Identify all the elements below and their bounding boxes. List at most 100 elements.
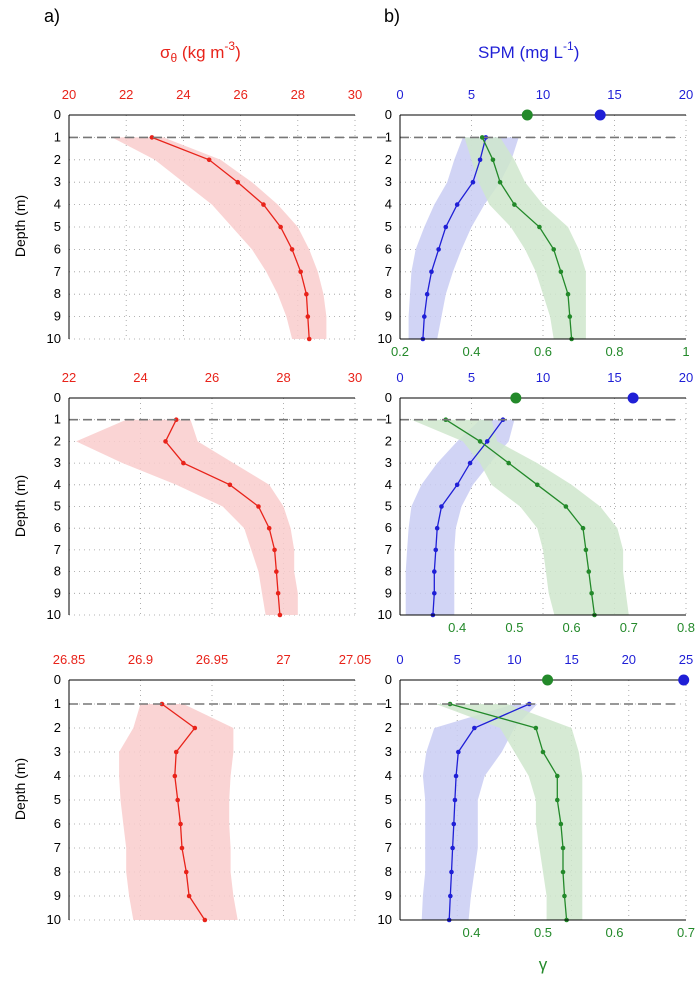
x2-tick-label: 0.4 (462, 925, 480, 940)
uncertainty-band (435, 704, 583, 920)
data-point (272, 547, 277, 553)
uncertainty-band (464, 137, 586, 339)
data-point (472, 725, 477, 731)
y-tick-label: 0 (385, 107, 392, 122)
data-point (567, 314, 573, 319)
series-line (481, 137, 573, 340)
data-point (551, 247, 557, 252)
data-point (202, 917, 208, 923)
data-point (533, 725, 539, 731)
data-point (306, 336, 312, 342)
x-tick-label: 20 (622, 652, 636, 667)
x-tick-label: 28 (276, 370, 290, 385)
uncertainty-band (111, 137, 327, 339)
data-point (470, 179, 476, 185)
data-point (181, 460, 186, 466)
data-point (565, 291, 571, 297)
y-tick-label: 10 (47, 607, 61, 622)
spm-header-end: ) (574, 43, 580, 62)
x2-tick-label: 0.6 (534, 344, 552, 359)
sigma-header: σθ (kg m-3) (160, 39, 241, 65)
data-point (580, 525, 586, 531)
y-tick-label: 9 (385, 309, 392, 324)
data-point (453, 773, 459, 779)
surface-marker (521, 109, 533, 121)
y-tick-label: 1 (54, 696, 61, 711)
surface-marker (678, 674, 690, 686)
y-tick-label: 7 (54, 264, 61, 279)
ylabel-row3: Depth (m) (12, 758, 28, 820)
y-tick-label: 2 (385, 433, 392, 448)
x-tick-label: 20 (62, 87, 76, 102)
x2-tick-label: 0.2 (391, 344, 409, 359)
y-tick-label: 2 (54, 433, 61, 448)
y-tick-label: 5 (54, 792, 61, 807)
x-tick-label: 15 (607, 370, 621, 385)
data-point (479, 135, 485, 140)
data-point (422, 314, 427, 319)
data-point (256, 504, 261, 509)
y-tick-label: 2 (54, 152, 61, 167)
uncertainty-band (411, 419, 629, 615)
data-point (274, 569, 279, 574)
x-tick-label: 22 (119, 87, 133, 102)
y-tick-label: 5 (385, 499, 392, 514)
gamma-xlabel: γ (539, 955, 548, 974)
x2-tick-label: 0.4 (448, 620, 466, 635)
data-point (179, 845, 185, 851)
surface-marker (594, 109, 606, 121)
y-tick-label: 10 (47, 912, 61, 927)
uncertainty-band (421, 704, 538, 920)
y-tick-label: 2 (54, 720, 61, 735)
sigma-header-sup: -3 (224, 39, 235, 53)
x-tick-label: 0 (396, 87, 403, 102)
sigma-header-rest: (kg m (177, 43, 224, 62)
sigma-header-end: ) (235, 43, 241, 62)
x2-tick-label: 0.5 (534, 925, 552, 940)
y-tick-label: 2 (385, 720, 392, 735)
x2-tick-label: 0.4 (462, 344, 480, 359)
y-tick-label: 8 (54, 286, 61, 301)
y-tick-label: 0 (385, 672, 392, 687)
data-point (266, 525, 272, 531)
y-tick-label: 3 (385, 455, 392, 470)
ylabel-row2: Depth (m) (12, 475, 28, 537)
data-point (450, 845, 455, 851)
y-tick-label: 10 (378, 331, 392, 346)
data-point (305, 314, 311, 319)
data-point (275, 591, 281, 596)
y-tick-label: 8 (385, 564, 392, 579)
y-tick-label: 6 (54, 241, 61, 256)
uncertainty-band (405, 419, 515, 615)
series-line (161, 703, 206, 921)
y-tick-label: 8 (54, 864, 61, 879)
x-tick-label: 25 (679, 652, 693, 667)
y-tick-label: 9 (54, 585, 61, 600)
y-tick-label: 3 (54, 174, 61, 189)
data-point (433, 547, 439, 553)
data-point (278, 224, 283, 230)
x-tick-label: 26.95 (196, 652, 229, 667)
data-point (451, 821, 457, 827)
y-tick-label: 7 (385, 542, 392, 557)
data-point (448, 893, 453, 899)
data-point (454, 202, 460, 207)
data-point (439, 504, 444, 509)
surface-marker (627, 392, 639, 404)
x-tick-label: 5 (468, 370, 475, 385)
y-tick-label: 9 (54, 888, 61, 903)
data-point (560, 845, 566, 851)
y-tick-label: 0 (54, 107, 61, 122)
y-tick-label: 5 (54, 219, 61, 234)
x-tick-label: 24 (176, 87, 190, 102)
y-tick-label: 0 (385, 390, 392, 405)
data-point (562, 893, 567, 899)
y-tick-label: 8 (54, 564, 61, 579)
data-point (235, 179, 241, 185)
x-tick-label: 28 (291, 87, 305, 102)
y-tick-label: 3 (385, 174, 392, 189)
data-point (186, 893, 192, 899)
y-tick-label: 6 (54, 520, 61, 535)
x2-tick-label: 0.7 (620, 620, 638, 635)
